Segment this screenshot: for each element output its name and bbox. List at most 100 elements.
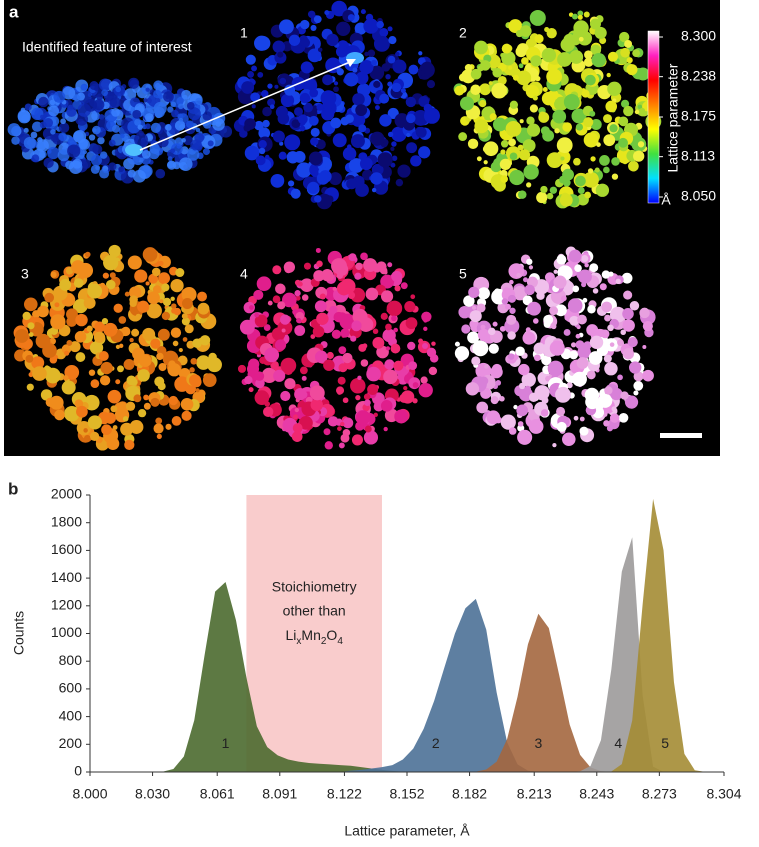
histogram-area <box>162 498 716 772</box>
particle <box>87 283 103 299</box>
particle <box>637 141 645 148</box>
particle <box>508 263 525 279</box>
particle <box>297 114 308 125</box>
particle <box>25 354 34 363</box>
particle <box>371 59 377 66</box>
particle <box>351 434 363 446</box>
particle <box>387 55 396 64</box>
particle <box>472 340 489 357</box>
particle <box>326 351 334 360</box>
particle <box>89 341 104 355</box>
x-tick-label: 8.091 <box>262 786 297 802</box>
particle <box>492 321 498 327</box>
particle <box>284 134 301 151</box>
particle <box>299 125 306 132</box>
particle <box>512 285 528 301</box>
blob-particle <box>195 127 201 133</box>
blob-particle <box>92 144 103 155</box>
blob-particle <box>72 94 81 102</box>
particle <box>571 108 587 124</box>
y-tick-label: 0 <box>74 763 82 779</box>
blob-particle <box>108 162 117 171</box>
particle <box>250 92 260 103</box>
particle <box>121 326 131 337</box>
particle <box>336 281 352 296</box>
particle <box>352 67 358 73</box>
particle <box>170 296 175 301</box>
particle <box>313 270 325 282</box>
particle <box>319 293 326 300</box>
particle <box>532 318 539 324</box>
particle <box>604 386 613 395</box>
particle <box>596 142 601 147</box>
particle <box>519 407 524 412</box>
particle <box>488 81 493 86</box>
particle <box>309 385 325 401</box>
particle <box>336 21 351 36</box>
particle <box>501 43 512 54</box>
particle <box>407 341 416 351</box>
histogram-area <box>162 598 716 772</box>
particle <box>569 50 584 64</box>
particle <box>627 336 638 348</box>
particle <box>314 350 328 364</box>
particle <box>293 414 299 420</box>
formula-part: O <box>326 627 337 643</box>
particle <box>342 417 354 429</box>
particle <box>363 393 371 401</box>
particle <box>129 295 138 304</box>
particle <box>624 40 633 48</box>
blob-particle <box>67 144 81 158</box>
colorbar-tick-label: 8.175 <box>681 108 716 124</box>
particle <box>528 265 534 270</box>
particle <box>634 109 640 115</box>
particle <box>87 415 102 430</box>
particle <box>511 110 516 116</box>
particle <box>622 348 635 360</box>
particle <box>64 350 70 356</box>
particle <box>589 335 604 349</box>
blob-particle <box>149 143 161 154</box>
blob-particle <box>48 105 60 117</box>
particle <box>477 328 490 341</box>
blob-particle <box>155 168 166 179</box>
particle <box>340 421 345 427</box>
particle <box>174 376 190 392</box>
particle <box>515 45 527 58</box>
blob-particle <box>181 137 186 143</box>
particle <box>540 409 549 417</box>
particle <box>115 344 121 350</box>
particle <box>50 271 57 278</box>
particle <box>137 409 147 418</box>
particle <box>391 315 397 322</box>
particle <box>626 57 633 64</box>
y-tick-label: 1600 <box>51 541 82 557</box>
particle <box>369 65 385 81</box>
particle <box>405 113 416 124</box>
particle <box>555 386 571 403</box>
particle <box>454 341 460 347</box>
particle <box>577 187 585 195</box>
particle <box>516 70 532 86</box>
particle <box>99 375 111 386</box>
particle <box>76 405 88 418</box>
particle <box>533 342 546 355</box>
particle <box>143 394 149 401</box>
particle <box>23 297 38 312</box>
particle <box>267 300 273 306</box>
blob-particle <box>93 99 105 111</box>
particle <box>254 390 270 406</box>
particle <box>150 397 160 407</box>
particle <box>103 255 119 271</box>
particle <box>385 346 391 351</box>
particle <box>382 332 391 341</box>
particle <box>620 47 630 58</box>
particle <box>137 369 150 382</box>
particle <box>272 130 285 143</box>
particle <box>423 103 433 113</box>
blob-particle <box>99 151 108 159</box>
particle <box>577 269 592 284</box>
particle <box>633 371 644 382</box>
particle <box>125 401 136 411</box>
